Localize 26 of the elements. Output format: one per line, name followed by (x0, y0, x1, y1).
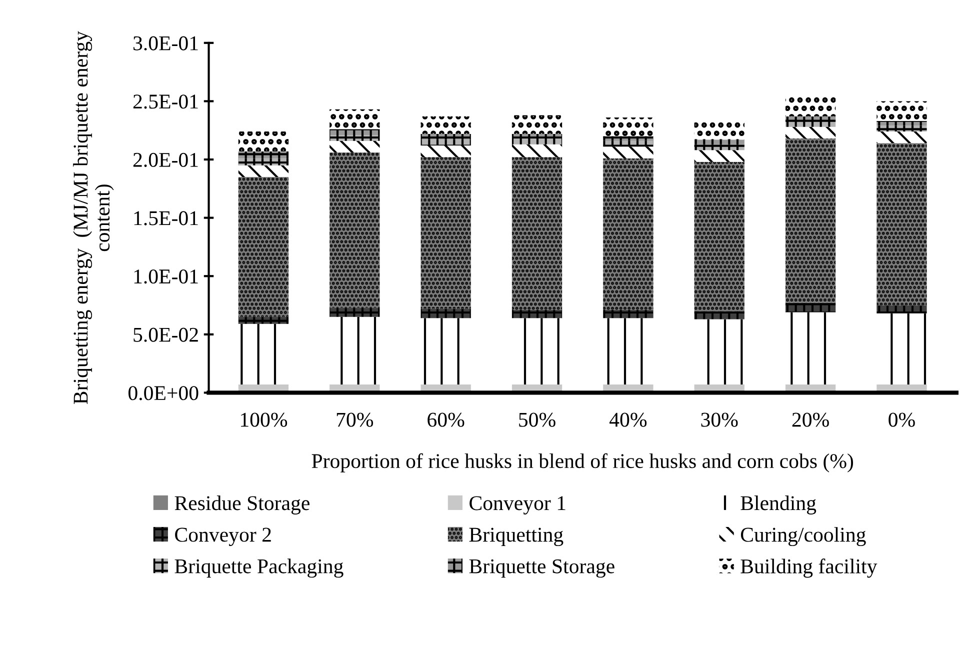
legend-label: Curing/cooling (740, 527, 866, 546)
x-tick-label: 20% (792, 412, 829, 427)
y-tick-label: 5.0E-02 (134, 328, 198, 342)
y-tick-label: 0.0E+00 (128, 386, 198, 400)
y-tick-label: 2.5E-01 (133, 94, 198, 109)
legend-label: Blending (740, 496, 816, 514)
legend-label: Residue Storage (174, 496, 310, 514)
x-tick-label: 0% (888, 412, 915, 427)
legend-label: Briquetting (469, 528, 564, 546)
legend-label: Conveyor 2 (175, 528, 271, 546)
x-tick-label: 70% (336, 412, 374, 427)
legend-label: Conveyor 1 (470, 496, 566, 514)
y-tick-label: 2.0E-01 (133, 152, 198, 168)
legend-label: Briquette Storage (469, 559, 614, 578)
x-tick-label: 40% (610, 412, 647, 427)
x-tick-label: 60% (428, 412, 464, 427)
legend-label: Briquette Packaging (174, 558, 344, 578)
y-tick-label: 1.5E-01 (134, 211, 198, 226)
x-axis-title: Proportion of rice husks in blend of rice husks and corn cobs (%) (312, 453, 854, 472)
y-axis-title: Briquetting energy (MJ/MJ briquette energy content) (73, 31, 114, 404)
y-tick-label: 3.0E-01 (134, 36, 198, 50)
x-tick-label: 30% (701, 412, 738, 427)
x-tick-label: 50% (519, 412, 556, 427)
legend-label: Building facility (740, 558, 878, 578)
y-tick-label: 1.0E-01 (134, 269, 198, 284)
x-tick-label: 100% (241, 412, 288, 427)
